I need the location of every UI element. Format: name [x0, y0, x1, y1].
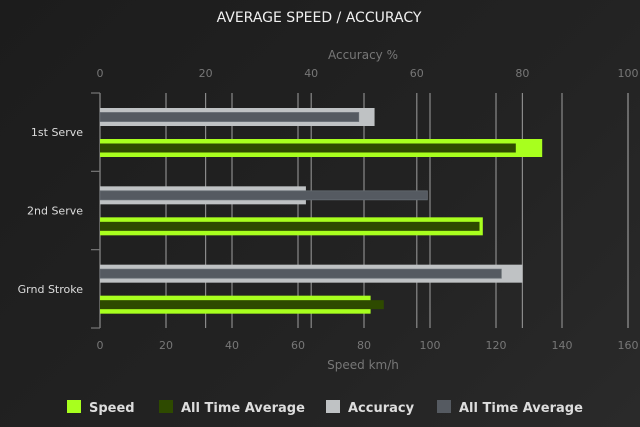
legend-label: Accuracy: [348, 401, 415, 416]
top-axis-label: Accuracy %: [328, 48, 398, 62]
top-tick-label: 80: [515, 67, 529, 80]
legend-swatch: [67, 400, 81, 413]
category-label: Grnd Stroke: [18, 283, 84, 296]
bar-accuracy-average: [99, 268, 502, 279]
legend-swatch: [326, 400, 340, 413]
top-tick-label: 60: [410, 67, 424, 80]
legend-swatch: [159, 400, 173, 413]
legend: Speed All Time Average Accuracy All Time Av…: [67, 400, 583, 416]
top-tick-label: 0: [97, 67, 104, 80]
bar-accuracy-average: [99, 112, 360, 122]
bottom-axis-label: Speed km/h: [327, 358, 399, 372]
legend-label: Speed: [89, 401, 135, 416]
legend-swatch: [437, 400, 451, 413]
bar-speed-average: [100, 300, 384, 310]
legend-label: All Time Average: [459, 401, 583, 416]
bottom-tick-label: 160: [618, 339, 639, 352]
bottom-tick-label: 120: [486, 339, 507, 352]
chart-title: AVERAGE SPEED / ACCURACY: [217, 10, 422, 26]
top-tick-label: 40: [304, 67, 318, 80]
top-tick-label: 20: [199, 67, 213, 80]
category-label: 2nd Serve: [27, 205, 83, 218]
category-label: 1st Serve: [31, 126, 83, 139]
bar-speed-average: [100, 143, 516, 153]
bottom-tick-label: 0: [97, 339, 104, 352]
bottom-tick-label: 140: [552, 339, 573, 352]
bottom-tick-label: 40: [225, 339, 239, 352]
bottom-tick-label: 60: [291, 339, 305, 352]
legend-label: All Time Average: [181, 401, 305, 416]
bottom-tick-label: 80: [357, 339, 371, 352]
bar-speed-average: [100, 221, 480, 231]
bottom-tick-label: 20: [159, 339, 173, 352]
bottom-tick-label: 100: [420, 339, 441, 352]
bar-accuracy-average: [99, 190, 428, 201]
top-tick-label: 100: [618, 67, 639, 80]
